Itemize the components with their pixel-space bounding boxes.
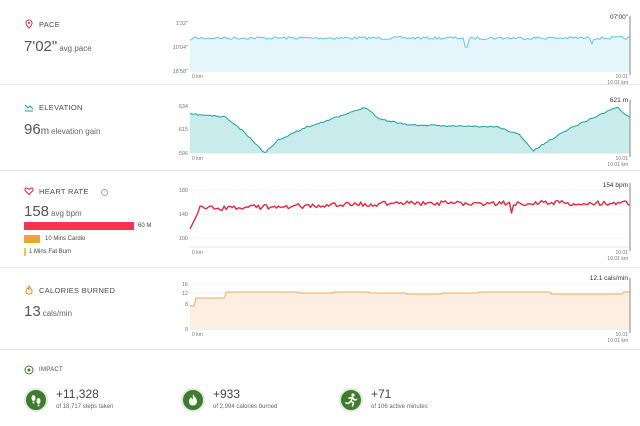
heart-rate-title: HEART RATE ? bbox=[39, 187, 109, 196]
fat-burn-zone-bar bbox=[24, 248, 26, 256]
cardio-zone-label: 10 Mins Cardio bbox=[45, 236, 86, 242]
impact-calories-circle bbox=[181, 388, 205, 412]
elevation-value: 96m elevation gain bbox=[24, 121, 100, 138]
y-tick-label: 0 bbox=[185, 327, 188, 333]
heart-rate-unit: avg bpm bbox=[51, 209, 82, 218]
y-tick-label: 1'32" bbox=[176, 21, 188, 27]
impact-active-minutes: +71 of 106 active minutes bbox=[339, 385, 489, 417]
pace-title: PACE bbox=[39, 20, 61, 29]
x-end-km-label: 10.01 km bbox=[607, 338, 628, 344]
calories-value-main: 13 bbox=[24, 303, 41, 320]
elevation-chart[interactable]: 634 615 596 621 m 0 km 10.01 10.01 km bbox=[170, 85, 640, 171]
x-end-label: 10.01 bbox=[615, 74, 628, 80]
impact-calories-sub: of 2,994 calories burned bbox=[213, 404, 278, 410]
impact-icon bbox=[24, 365, 34, 375]
impact-steps-sub: of 18,717 steps taken bbox=[56, 404, 114, 410]
calories-value: 13 cals/min bbox=[24, 303, 72, 320]
elevation-icon bbox=[24, 104, 34, 112]
y-tick-label: 8 bbox=[185, 302, 188, 308]
impact-calories: +933 of 2,994 calories burned bbox=[181, 385, 331, 417]
heart-icon bbox=[24, 187, 34, 196]
impact-steps-circle bbox=[24, 388, 48, 412]
x-end-km-label: 10.01 km bbox=[607, 256, 628, 262]
impact-title: IMPACT bbox=[39, 367, 64, 373]
location-pin-icon bbox=[25, 19, 33, 29]
x-end-km-label: 10.01 km bbox=[607, 80, 628, 86]
series-line bbox=[189, 36, 631, 48]
pace-row: PACE 7'02" avg pace 1'32" 10'04" 18'58" 07'0… bbox=[0, 0, 640, 86]
impact-active-minutes-circle bbox=[339, 388, 363, 412]
impact-calories-value: +933 bbox=[213, 387, 241, 401]
heart-rate-title-text: HEART RATE bbox=[39, 187, 89, 196]
heart-rate-row: HEART RATE ? 158 avg bpm 60 M 10 Mins Car… bbox=[0, 171, 640, 268]
impact-active-minutes-value: +71 bbox=[371, 387, 392, 401]
elevation-unit: elevation gain bbox=[51, 127, 101, 136]
y-tick-label: 140 bbox=[179, 212, 188, 218]
series-area bbox=[190, 107, 630, 153]
peak-label: 621 m bbox=[610, 97, 628, 104]
elevation-row: ELEVATION 96m elevation gain 634 615 596 621… bbox=[0, 85, 640, 171]
peak-label: 154 bpm bbox=[603, 182, 628, 189]
y-tick-label: 100 bbox=[179, 236, 188, 242]
series-line bbox=[189, 106, 631, 153]
pace-chart[interactable]: 1'32" 10'04" 18'58" 07'00" 0 km 10.01 10.01 km bbox=[170, 0, 640, 86]
y-tick-label: 18'58" bbox=[173, 69, 188, 75]
impact-steps: +11,328 of 18,717 steps taken bbox=[24, 385, 174, 417]
footsteps-icon bbox=[31, 395, 41, 407]
impact-active-minutes-sub: of 106 active minutes bbox=[371, 404, 428, 410]
y-tick-label: 16 bbox=[182, 282, 188, 288]
runner-icon bbox=[345, 393, 358, 407]
elevation-title: ELEVATION bbox=[39, 103, 83, 112]
impact-steps-value: +11,328 bbox=[56, 387, 99, 401]
y-tick-label: 615 bbox=[179, 127, 188, 133]
x-start-label: 0 km bbox=[192, 74, 203, 80]
series-line bbox=[190, 291, 630, 307]
pace-value: 7'02" avg pace bbox=[24, 38, 92, 55]
x-start-label: 0 km bbox=[192, 332, 203, 338]
series-area bbox=[190, 292, 630, 329]
heart-rate-chart[interactable]: 180 140 100 154 bpm 0 km 10.01 10.01 km bbox=[170, 171, 640, 268]
series-line bbox=[189, 199, 631, 230]
calories-title: CALORIES BURNED bbox=[39, 286, 116, 295]
x-end-label: 10.01 bbox=[615, 156, 628, 162]
y-tick-label: 596 bbox=[179, 151, 188, 157]
elevation-value-main: 96 bbox=[24, 121, 41, 138]
peak-zone-bar bbox=[24, 222, 134, 230]
x-end-label: 10.01 bbox=[615, 332, 628, 338]
y-tick-label: 180 bbox=[179, 188, 188, 194]
elevation-value-suffix: m bbox=[40, 126, 50, 137]
flame-icon bbox=[189, 394, 197, 406]
calories-unit: cals/min bbox=[42, 309, 73, 318]
x-start-label: 0 km bbox=[192, 156, 203, 162]
heart-rate-value-main: 158 bbox=[24, 203, 50, 220]
series-area bbox=[190, 36, 630, 71]
x-end-km-label: 10.01 km bbox=[607, 162, 628, 168]
cardio-zone-bar bbox=[24, 235, 40, 243]
heart-rate-value: 158 avg bpm bbox=[24, 203, 82, 220]
peak-zone-label: 60 M bbox=[138, 223, 152, 229]
pace-unit: avg pace bbox=[59, 44, 92, 53]
calories-chart[interactable]: 16 12 8 0 12.1 cals/min 0 km 10.01 10.01 km bbox=[170, 268, 640, 350]
flame-small-icon bbox=[25, 285, 33, 295]
info-icon[interactable]: ? bbox=[101, 188, 109, 196]
peak-label: 07'00" bbox=[610, 14, 629, 21]
peak-label: 12.1 cals/min bbox=[590, 275, 629, 282]
pace-value-main: 7'02" bbox=[24, 38, 58, 55]
y-tick-label: 12 bbox=[182, 291, 188, 297]
x-start-label: 0 km bbox=[192, 250, 203, 256]
fat-burn-zone-label: 1 Mins Fat Burn bbox=[29, 249, 72, 255]
x-end-label: 10.01 bbox=[615, 250, 628, 256]
y-tick-label: 634 bbox=[179, 104, 188, 110]
calories-row: CALORIES BURNED 13 cals/min 16 12 8 0 12.1 ca… bbox=[0, 268, 640, 350]
y-tick-label: 10'04" bbox=[173, 45, 188, 51]
